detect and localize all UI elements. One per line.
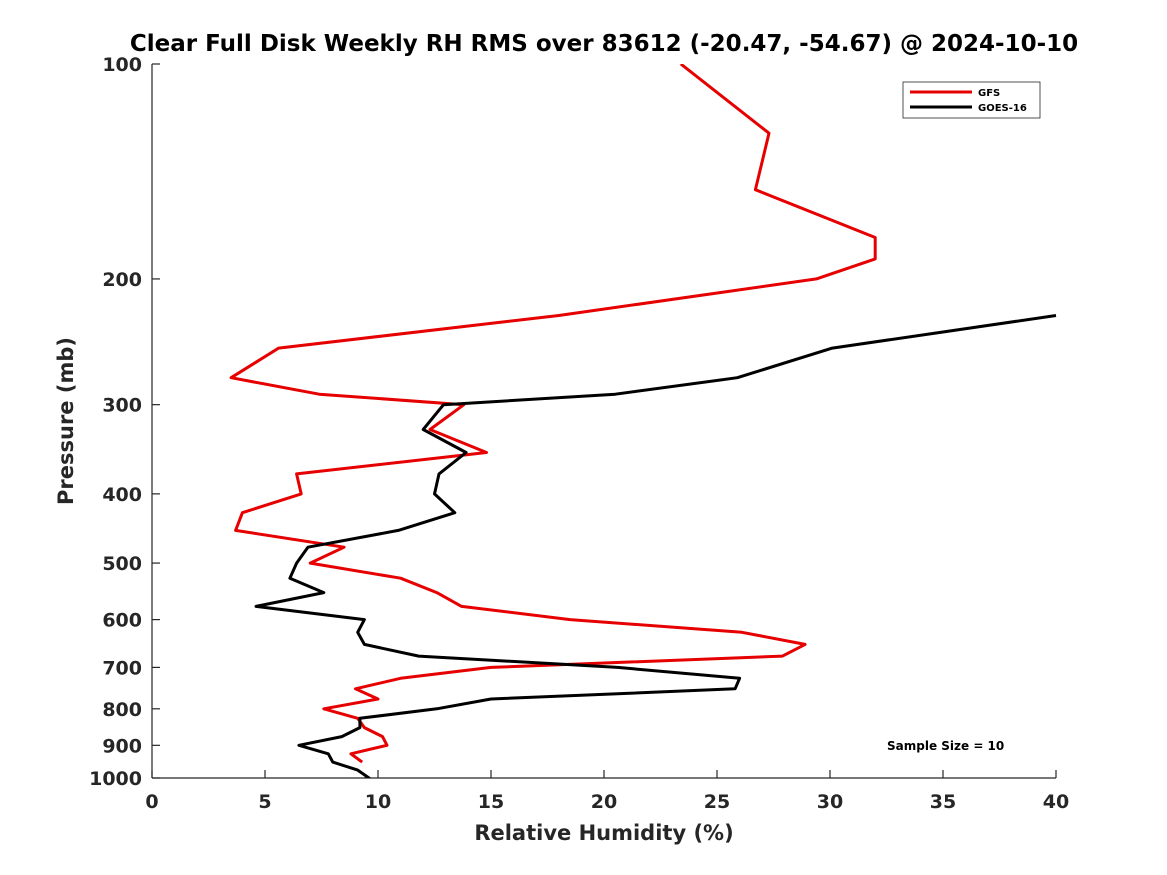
x-tick-label: 5 — [258, 791, 271, 813]
x-tick-label: 0 — [145, 791, 158, 813]
x-ticks: 0 5 10 15 20 25 30 35 40 — [145, 770, 1069, 813]
y-tick-label: 800 — [102, 699, 142, 721]
x-axis-label: Relative Humidity (%) — [474, 821, 733, 845]
y-tick-label: 500 — [102, 553, 142, 575]
x-tick-label: 20 — [591, 791, 617, 813]
y-tick-label: 400 — [102, 484, 142, 506]
legend-label-gfs: GFS — [978, 88, 1000, 99]
series-line-goes16 — [254, 314, 1057, 778]
y-tick-label: 700 — [102, 657, 142, 679]
y-tick-label: 1000 — [89, 768, 142, 790]
x-tick-label: 40 — [1043, 791, 1069, 813]
legend-label-goes16: GOES-16 — [978, 103, 1027, 114]
x-tick-label: 10 — [365, 791, 391, 813]
y-ticks: 100 200 300 400 500 600 700 800 900 1000 — [89, 54, 160, 790]
x-tick-label: 25 — [704, 791, 730, 813]
x-tick-label: 30 — [817, 791, 843, 813]
legend: GFS GOES-16 — [902, 81, 1041, 119]
y-tick-label: 600 — [102, 610, 142, 632]
chart-title: Clear Full Disk Weekly RH RMS over 83612… — [130, 31, 1078, 57]
y-tick-label: 300 — [102, 395, 142, 417]
x-tick-label: 35 — [930, 791, 956, 813]
y-axis-label: Pressure (mb) — [54, 337, 78, 505]
series-line-gfs — [229, 64, 877, 764]
y-tick-label: 900 — [102, 735, 142, 757]
legend-box — [902, 81, 1041, 119]
series-lines — [229, 64, 1057, 778]
sample-size-annotation: Sample Size = 10 — [887, 739, 1004, 753]
x-tick-label: 15 — [478, 791, 504, 813]
y-tick-label: 200 — [102, 269, 142, 291]
y-tick-label: 100 — [102, 54, 142, 76]
